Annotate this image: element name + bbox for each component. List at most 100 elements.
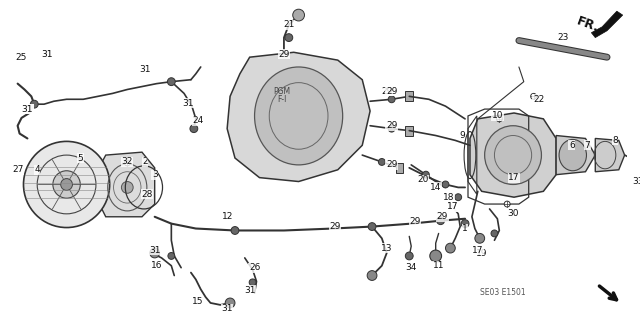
Polygon shape: [405, 126, 413, 136]
Text: 31: 31: [41, 50, 52, 59]
Circle shape: [122, 182, 133, 193]
Circle shape: [368, 223, 376, 231]
Text: 29: 29: [381, 87, 392, 96]
Text: 31: 31: [182, 99, 194, 108]
Circle shape: [405, 252, 413, 260]
Text: 6: 6: [569, 141, 575, 150]
Polygon shape: [591, 11, 623, 38]
Text: 29: 29: [386, 87, 397, 96]
Circle shape: [445, 243, 455, 253]
Text: 31: 31: [41, 50, 52, 59]
Circle shape: [475, 234, 484, 243]
Text: 27: 27: [12, 165, 23, 174]
Text: 24: 24: [192, 116, 204, 125]
Circle shape: [388, 96, 395, 103]
Circle shape: [231, 226, 239, 234]
Circle shape: [422, 171, 429, 178]
Polygon shape: [556, 136, 595, 175]
Text: 17: 17: [447, 203, 458, 211]
Circle shape: [30, 100, 38, 108]
Text: 4: 4: [35, 165, 40, 174]
Text: 1: 1: [462, 224, 468, 233]
Text: 22: 22: [533, 95, 544, 104]
Text: 2: 2: [142, 158, 148, 167]
Text: 30: 30: [508, 209, 519, 218]
Text: 12: 12: [221, 212, 233, 221]
Circle shape: [497, 116, 502, 122]
Text: 31: 31: [22, 105, 33, 114]
Text: 7: 7: [584, 141, 590, 150]
Circle shape: [531, 93, 536, 99]
Text: 14: 14: [430, 183, 442, 192]
Text: 20: 20: [417, 175, 429, 184]
Text: 11: 11: [433, 261, 444, 270]
Text: 17: 17: [472, 246, 484, 255]
Circle shape: [634, 165, 640, 175]
Circle shape: [249, 279, 256, 286]
Polygon shape: [396, 163, 403, 173]
Polygon shape: [227, 52, 370, 182]
Text: 9: 9: [460, 131, 465, 140]
Text: 17: 17: [447, 203, 458, 211]
Text: 15: 15: [192, 297, 204, 307]
Text: 25: 25: [16, 53, 28, 62]
Circle shape: [168, 253, 175, 259]
Circle shape: [388, 125, 395, 132]
Circle shape: [491, 230, 498, 237]
Circle shape: [285, 34, 292, 41]
Text: 18: 18: [443, 193, 454, 202]
Circle shape: [367, 271, 377, 280]
Circle shape: [455, 194, 461, 201]
Text: 19: 19: [476, 249, 488, 257]
Text: PGM: PGM: [273, 87, 291, 96]
Text: 31: 31: [221, 304, 233, 313]
Text: 33: 33: [632, 177, 640, 186]
Text: 17: 17: [508, 173, 520, 182]
Polygon shape: [470, 113, 556, 197]
Polygon shape: [405, 92, 413, 101]
Text: 29: 29: [278, 50, 290, 59]
Ellipse shape: [255, 67, 342, 165]
Polygon shape: [98, 152, 155, 217]
Ellipse shape: [559, 139, 586, 171]
Circle shape: [430, 250, 442, 262]
Circle shape: [504, 201, 510, 207]
Text: 29: 29: [437, 212, 448, 221]
Text: 31: 31: [139, 65, 150, 74]
Text: 3: 3: [152, 170, 157, 179]
Polygon shape: [595, 138, 625, 172]
Circle shape: [442, 181, 449, 188]
Text: 29: 29: [386, 160, 397, 169]
Text: 23: 23: [557, 33, 569, 42]
Circle shape: [378, 159, 385, 165]
Circle shape: [168, 78, 175, 85]
Text: 31: 31: [244, 286, 255, 295]
Circle shape: [124, 160, 130, 166]
Text: 26: 26: [249, 263, 260, 272]
Text: 10: 10: [492, 111, 503, 121]
Circle shape: [61, 179, 72, 190]
Text: FR.: FR.: [574, 15, 600, 35]
Circle shape: [24, 141, 109, 227]
Text: 28: 28: [141, 190, 152, 199]
Text: F-I: F-I: [277, 95, 287, 104]
Text: 21: 21: [283, 20, 294, 29]
Text: 13: 13: [381, 244, 392, 253]
Circle shape: [53, 171, 80, 198]
Circle shape: [190, 125, 198, 133]
Text: 29: 29: [386, 121, 397, 130]
Text: 31: 31: [149, 246, 161, 255]
Text: 8: 8: [612, 136, 618, 145]
Text: SE03 E1501: SE03 E1501: [480, 288, 525, 297]
Text: 29: 29: [329, 222, 340, 231]
Text: 34: 34: [406, 263, 417, 272]
Circle shape: [461, 220, 469, 227]
Ellipse shape: [484, 126, 541, 184]
Circle shape: [150, 248, 159, 258]
Text: 31: 31: [22, 105, 33, 114]
Text: 32: 32: [122, 158, 133, 167]
Circle shape: [292, 9, 305, 21]
Text: 5: 5: [77, 153, 83, 163]
Text: 16: 16: [151, 261, 163, 270]
Text: 29: 29: [410, 217, 421, 226]
